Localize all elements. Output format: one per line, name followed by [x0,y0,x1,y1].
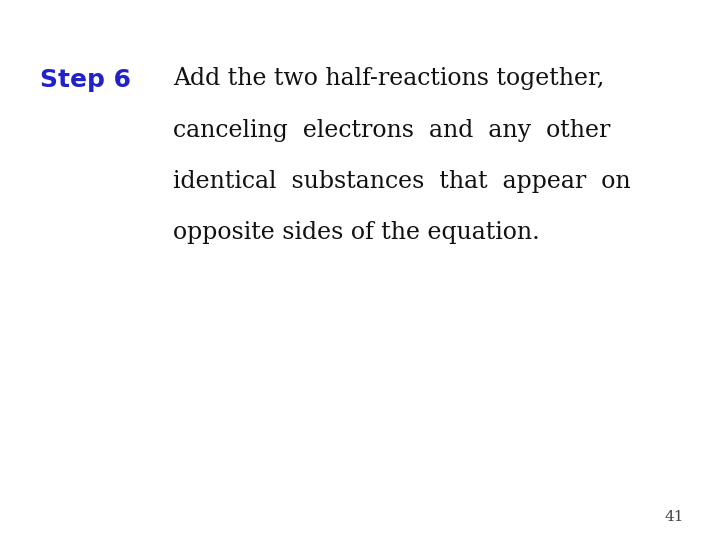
Text: Step 6: Step 6 [40,68,130,91]
Text: canceling  electrons  and  any  other: canceling electrons and any other [173,119,610,142]
Text: opposite sides of the equation.: opposite sides of the equation. [173,221,539,245]
Text: identical  substances  that  appear  on: identical substances that appear on [173,170,631,193]
Text: 41: 41 [665,510,684,524]
Text: Add the two half-reactions together,: Add the two half-reactions together, [173,68,604,91]
